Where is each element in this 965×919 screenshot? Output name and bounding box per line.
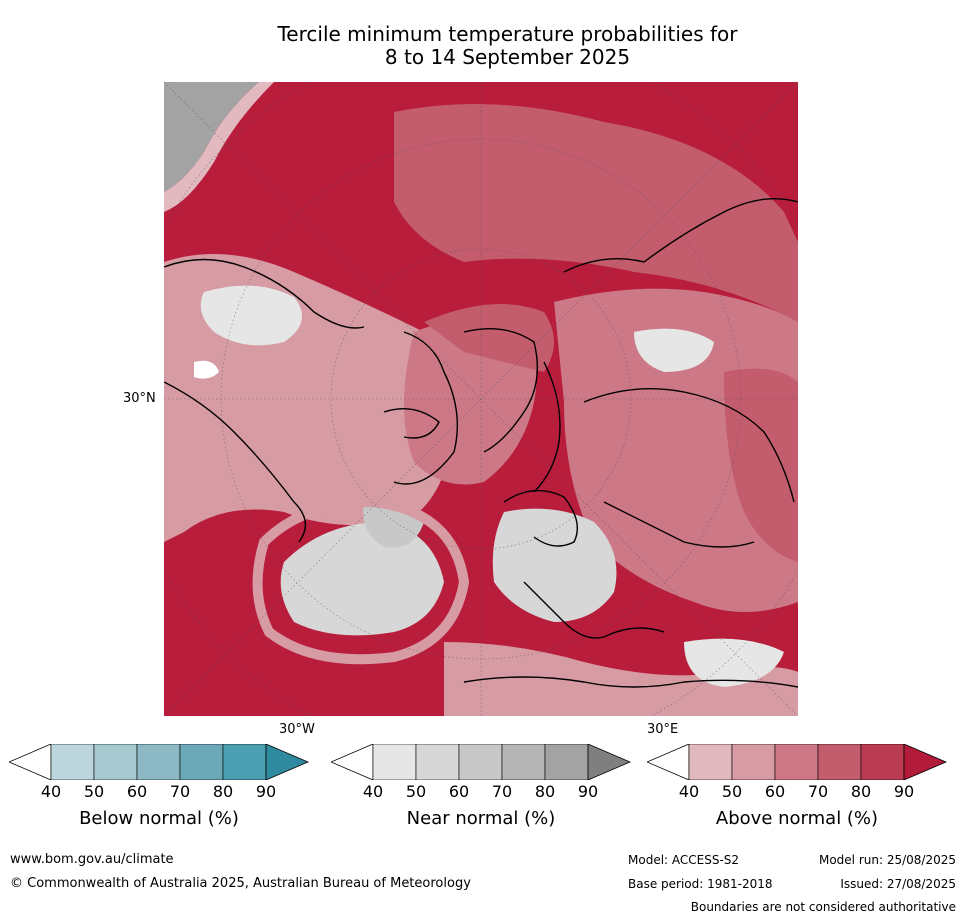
colorbar-segment	[501, 744, 546, 780]
near-normal-patch-canada	[200, 285, 302, 346]
colorbar-segment	[817, 744, 862, 780]
colorbar-lower-extension	[647, 744, 690, 780]
colorbar-segment	[860, 744, 905, 780]
near-normal-patch-sahara	[684, 638, 784, 687]
above-normal-region-arctic	[394, 104, 798, 322]
colorbar-tick-label: 60	[448, 782, 470, 801]
colorbar-tick-label: 80	[212, 782, 234, 801]
coastlines	[164, 197, 798, 688]
colorbar-tick-label: 90	[893, 782, 915, 801]
colorbar-near-normal	[331, 744, 631, 780]
legend-title-below-normal: Below normal (%)	[79, 808, 239, 829]
colorbar-tick-label: 90	[577, 782, 599, 801]
chart-title-line-1: Tercile minimum temperature probabilitie…	[277, 22, 738, 46]
legend-title-near-normal: Near normal (%)	[406, 808, 556, 829]
above-normal-region-north-africa	[444, 642, 798, 716]
colorbar-segment	[458, 744, 503, 780]
above-normal-ring-atlantic	[252, 496, 470, 665]
colorbar-segment	[731, 744, 776, 780]
above-normal-region-eurasia	[554, 288, 798, 612]
colorbar-above-normal	[647, 744, 947, 780]
colorbar-tick-label: 80	[534, 782, 556, 801]
colorbar-tick-label: 40	[678, 782, 700, 801]
near-normal-patch-alaska	[194, 360, 219, 379]
legend-title-above-normal: Above normal (%)	[715, 808, 879, 829]
colorbar-tick-label: 50	[83, 782, 105, 801]
boundary-disclaimer: Boundaries are not considered authoritat…	[690, 900, 956, 914]
lat-label-30n: 30°N	[123, 391, 156, 406]
chart-title-line-2: 8 to 14 September 2025	[384, 45, 631, 69]
colorbar-tick-label: 40	[40, 782, 62, 801]
colorbar-tick-label: 60	[126, 782, 148, 801]
colorbar-segment	[544, 744, 589, 780]
model-name: Model: ACCESS-S2	[628, 853, 740, 867]
colorbar-tick-label: 70	[807, 782, 829, 801]
graticule	[164, 82, 798, 716]
colorbar-lower-extension	[9, 744, 52, 780]
near-normal-region-europe	[492, 508, 617, 622]
colorbar-segment	[179, 744, 224, 780]
near-normal-ring-nw	[164, 82, 274, 212]
near-normal-patch-asia	[634, 328, 714, 372]
base-period: Base period: 1981-2018	[628, 877, 773, 891]
colorbar-tick-label: 70	[169, 782, 191, 801]
lon-label-30e: 30°E	[647, 722, 679, 737]
colorbar-tick-label: 40	[362, 782, 384, 801]
website-link[interactable]: www.bom.gov.au/climate	[10, 852, 174, 867]
colorbar-upper-extension	[903, 744, 947, 780]
colorbar-upper-extension	[265, 744, 309, 780]
colorbar-tick-label: 60	[764, 782, 786, 801]
colorbar-segment	[688, 744, 733, 780]
model-run: Model run: 25/08/2025	[818, 853, 956, 867]
probability-map	[164, 82, 798, 716]
colorbar-lower-extension	[331, 744, 374, 780]
above-normal-region-siberia	[724, 368, 798, 562]
colorbar-segment	[415, 744, 460, 780]
colorbar-segment	[372, 744, 417, 780]
colorbar-tick-label: 90	[255, 782, 277, 801]
colorbar-segment	[93, 744, 138, 780]
colorbar-tick-label: 50	[721, 782, 743, 801]
colorbar-segment	[136, 744, 181, 780]
colorbar-tick-label: 70	[491, 782, 513, 801]
colorbar-upper-extension	[587, 744, 631, 780]
near-normal-region-atlantic	[280, 522, 444, 636]
issued-date: Issued: 27/08/2025	[840, 877, 956, 891]
colorbar-segment	[50, 744, 95, 780]
colorbar-segment	[774, 744, 819, 780]
colorbar-segment	[222, 744, 267, 780]
colorbar-below-normal	[9, 744, 309, 780]
above-normal-region-arctic-ocean	[424, 304, 554, 372]
copyright-text: © Commonwealth of Australia 2025, Austra…	[10, 876, 471, 891]
near-normal-region-nw	[164, 82, 259, 192]
lon-label-30w: 30°W	[279, 722, 315, 737]
colorbar-tick-label: 80	[850, 782, 872, 801]
colorbar-tick-label: 50	[405, 782, 427, 801]
